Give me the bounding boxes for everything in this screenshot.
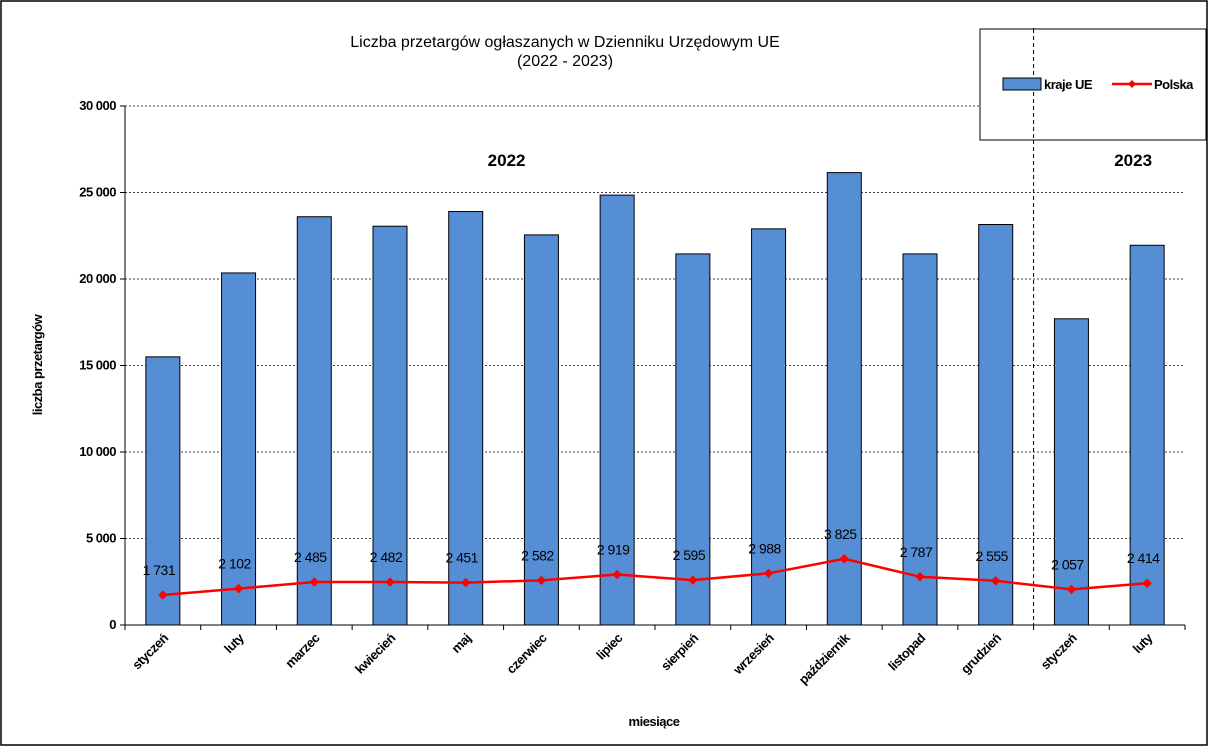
bar [751, 228, 787, 626]
bar [448, 211, 484, 626]
data-point-polska [1142, 578, 1152, 588]
legend-label-polska: Polska [1154, 77, 1194, 92]
y-tick-label: 5 000 [86, 531, 116, 546]
line-series-polska [162, 557, 1148, 597]
data-point-polska [158, 590, 168, 600]
data-label-polska: 2 102 [218, 556, 251, 572]
legend-box [979, 28, 1207, 141]
x-axis-label: miesiące [629, 714, 680, 729]
data-label-polska: 2 451 [445, 550, 478, 566]
y-tick-label: 15 000 [79, 358, 116, 373]
y-tick-label: 10 000 [79, 444, 116, 459]
data-label-polska: 2 919 [597, 542, 630, 558]
data-label-polska: 3 825 [824, 526, 857, 542]
data-point-polska [233, 583, 244, 594]
data-point-polska [688, 575, 698, 585]
data-label-polska: 2 787 [900, 544, 933, 560]
data-label-polska: 2 485 [294, 549, 327, 565]
y-tick-label: 0 [109, 617, 116, 632]
labels-layer: 2022 2023 1 731 2 102 2 485 2 482 2 451 2 582 2 … [143, 151, 1161, 578]
bar [826, 172, 862, 626]
data-point-polska [612, 569, 622, 580]
y-tick-label: 30 000 [79, 98, 116, 113]
data-point-polska [839, 554, 849, 564]
bars-layer [145, 172, 1165, 626]
y-tick-label: 25 000 [79, 185, 116, 200]
line-layer [158, 554, 1152, 600]
bar [523, 234, 559, 626]
data-point-polska [461, 577, 471, 588]
bar [599, 194, 635, 626]
data-point-polska [385, 577, 395, 587]
data-label-polska: 2 988 [748, 540, 781, 556]
chart-title: Liczba przetargów ogłaszanych w Dziennik… [350, 34, 780, 51]
data-label-polska: 1 731 [143, 562, 176, 578]
y-tick-label: 20 000 [79, 271, 116, 286]
bar [675, 253, 711, 626]
data-label-polska: 2 414 [1127, 550, 1160, 566]
legend-label-kraje-ue: kraje UE [1044, 77, 1093, 92]
data-point-polska [309, 577, 319, 587]
chart-subtitle: (2022 - 2023) [517, 53, 613, 70]
legend-swatch-polska-marker [1128, 80, 1136, 88]
data-point-polska [763, 568, 774, 579]
data-label-polska: 2 057 [1051, 556, 1084, 572]
year-label: 2023 [1114, 151, 1152, 170]
data-label-polska: 2 482 [370, 549, 403, 565]
legend: kraje UE Polska [979, 28, 1207, 141]
data-label-polska: 2 595 [673, 547, 706, 563]
bar [1053, 318, 1089, 626]
bar [145, 356, 181, 626]
bar [372, 225, 408, 626]
bar [1129, 244, 1165, 626]
bar [221, 272, 257, 626]
legend-swatch-kraje-ue [1002, 77, 1042, 91]
y-axis-label: liczba przetargów [30, 313, 45, 415]
bar [902, 253, 938, 626]
data-label-polska: 2 555 [975, 548, 1008, 564]
bar [978, 224, 1014, 626]
data-point-polska [991, 576, 1001, 586]
bar [296, 216, 332, 626]
data-point-polska [915, 572, 925, 582]
data-point-polska [1066, 584, 1077, 595]
data-point-polska [536, 575, 547, 586]
data-label-polska: 2 582 [521, 547, 554, 563]
year-label: 2022 [488, 151, 526, 170]
